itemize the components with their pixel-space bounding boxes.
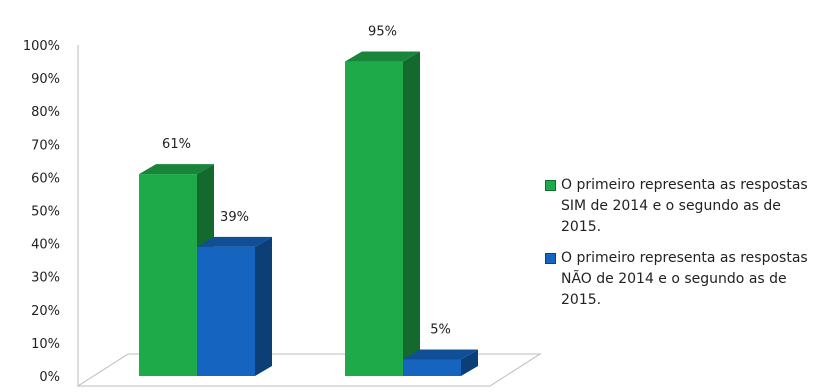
y-tick-label: 20%: [31, 304, 60, 319]
bar: [403, 349, 478, 376]
data-label: 95%: [368, 25, 397, 40]
legend-item-sim: O primeiro representa as respostas SIM d…: [545, 175, 813, 238]
y-tick-label: 50%: [31, 205, 60, 220]
y-tick-label: 10%: [31, 337, 60, 352]
data-label: 61%: [162, 137, 191, 152]
y-tick-label: 90%: [31, 72, 60, 87]
y-tick-label: 100%: [23, 39, 60, 54]
y-tick-label: 30%: [31, 271, 60, 286]
bar-front-face: [403, 359, 461, 376]
legend: O primeiro representa as respostas SIM d…: [545, 175, 813, 321]
legend-item-nao: O primeiro representa as respostas NÃO d…: [545, 248, 813, 311]
bar-top-face: [197, 236, 272, 247]
y-tick-label: 0%: [39, 370, 60, 385]
legend-label-sim: O primeiro representa as respostas SIM d…: [561, 177, 808, 235]
data-labels: 61% 95% 39% 5%: [162, 25, 451, 338]
bar-top-face: [345, 51, 420, 62]
bar-side-face: [403, 51, 420, 377]
bar-front-face: [139, 174, 197, 376]
bar: [345, 51, 420, 377]
bar-front-face: [197, 246, 255, 376]
legend-swatch-sim: [545, 180, 556, 191]
data-label: 39%: [220, 210, 249, 225]
y-tick-label: 80%: [31, 105, 60, 120]
legend-swatch-nao: [545, 253, 556, 264]
y-tick-label: 40%: [31, 238, 60, 253]
bar-top-face: [403, 349, 478, 360]
y-tick-label: 60%: [31, 171, 60, 186]
bar-side-face: [255, 236, 272, 376]
legend-label-nao: O primeiro representa as respostas NÃO d…: [561, 250, 808, 308]
bar-front-face: [345, 61, 403, 377]
data-label: 5%: [430, 322, 451, 337]
y-tick-label: 70%: [31, 138, 60, 153]
bar: [197, 236, 272, 376]
bar-top-face: [139, 164, 214, 175]
y-axis: 0% 10% 20% 30% 40% 50% 60% 70% 80% 90% 100%: [23, 39, 79, 386]
bars: [139, 51, 478, 377]
bar-side-face: [461, 349, 478, 376]
